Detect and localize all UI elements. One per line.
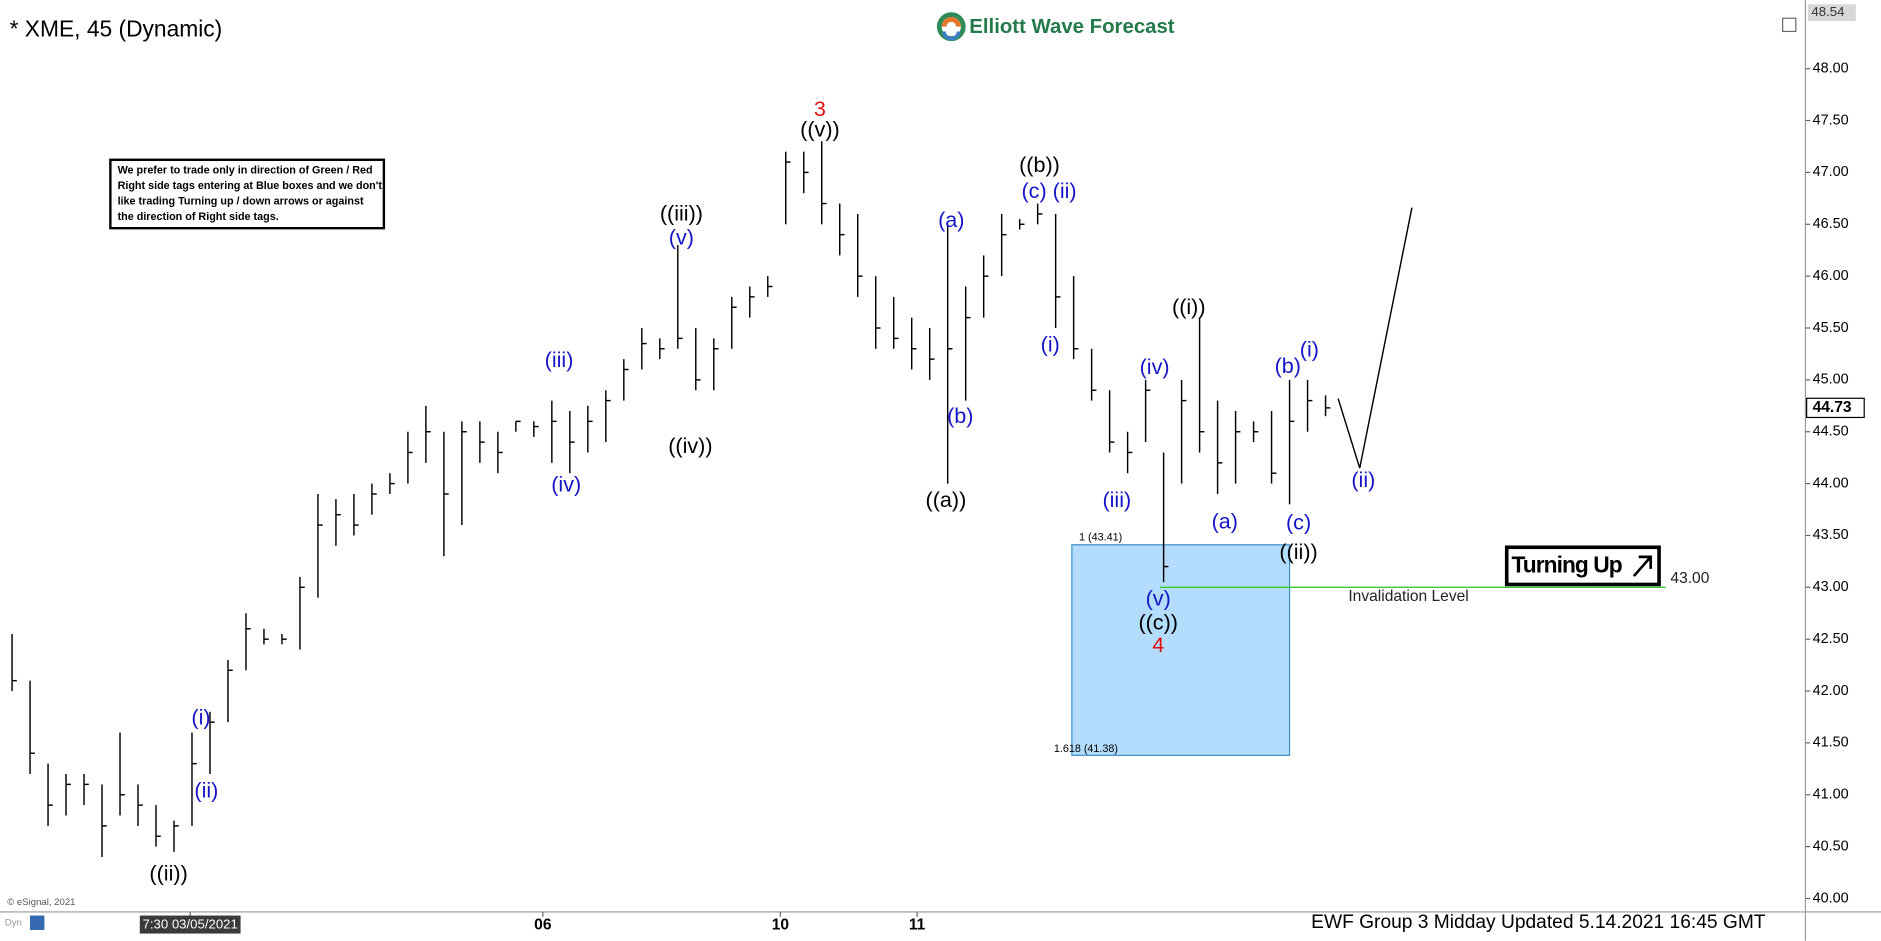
- note-line: Right side tags entering at Blue boxes a…: [118, 180, 383, 192]
- wave-label: ((ii)): [149, 860, 187, 885]
- wave-label: ((c)): [1138, 609, 1178, 634]
- settings-icon[interactable]: [1782, 17, 1797, 33]
- wave-label: 4: [1152, 632, 1164, 657]
- wave-label: (i): [191, 705, 210, 730]
- wave-label: ((iii)): [660, 201, 703, 226]
- y-tick-label: 41.00: [1813, 787, 1849, 803]
- mode-icon[interactable]: [29, 915, 45, 930]
- wave-label: ((iv)): [668, 433, 712, 458]
- projection-path: [1337, 207, 1413, 469]
- box-top-label: 1 (43.41): [1079, 531, 1122, 543]
- y-tick-label: 42.50: [1813, 631, 1849, 647]
- box-bottom-label: 1.618 (41.38): [1054, 743, 1118, 755]
- wave-label: (ii): [1351, 467, 1375, 492]
- wave-label: (ii): [1053, 178, 1077, 203]
- wave-label: (v): [669, 225, 694, 250]
- wave-label: (a): [1212, 509, 1238, 534]
- x-tick-label: 10: [772, 916, 790, 933]
- mode-label: Dyn: [5, 917, 22, 928]
- y-tick-label: 48.00: [1813, 61, 1849, 77]
- wave-label: (a): [938, 207, 964, 232]
- note-line: We prefer to trade only in direction of …: [118, 164, 373, 176]
- wave-label: (b): [947, 403, 973, 428]
- wave-label: (i): [1300, 337, 1319, 362]
- turning-text: Turning Up: [1512, 551, 1622, 577]
- wave-label: (b): [1275, 353, 1301, 378]
- y-tick-label: 40.00: [1813, 890, 1849, 906]
- target-box: [1071, 544, 1291, 756]
- note-box: We prefer to trade only in direction of …: [109, 158, 386, 230]
- y-tick-label: 45.00: [1813, 372, 1849, 388]
- wave-label: (i): [1041, 331, 1060, 356]
- footer-update: EWF Group 3 Midday Updated 5.14.2021 16:…: [1311, 912, 1766, 933]
- y-tick-label: 41.50: [1813, 735, 1849, 751]
- top-price-label: 48.54: [1811, 4, 1844, 19]
- x-tick-label: 11: [909, 916, 926, 933]
- invalidation-value: 43.00: [1670, 570, 1709, 587]
- wave-label: (v): [1146, 585, 1171, 610]
- y-tick-label: 47.50: [1813, 112, 1849, 128]
- y-tick-label: 46.50: [1813, 216, 1849, 232]
- wave-label: ((b)): [1019, 152, 1060, 177]
- logo: Elliott Wave Forecast: [936, 12, 1175, 42]
- y-tick-label: 42.00: [1813, 683, 1849, 699]
- note-line: like trading Turning up / down arrows or…: [118, 196, 364, 208]
- wave-label: ((ii)): [1279, 539, 1317, 564]
- y-tick-label: 47.00: [1813, 164, 1849, 180]
- wave-label: (iv): [1140, 354, 1170, 379]
- y-tick-label: 46.00: [1813, 268, 1849, 284]
- wave-label: (c): [1286, 510, 1311, 535]
- wave-label: ((i)): [1172, 294, 1206, 319]
- turning-arrow: [1632, 555, 1652, 577]
- wave-label: (iii): [545, 347, 574, 372]
- invalidation-text: Invalidation Level: [1348, 588, 1468, 605]
- y-tick-label: 44.00: [1813, 475, 1849, 491]
- y-tick-label: 43.50: [1813, 527, 1849, 543]
- wave-label: (c): [1021, 178, 1046, 203]
- logo-text: Elliott Wave Forecast: [969, 16, 1175, 38]
- x-tick-label: 06: [534, 916, 552, 933]
- y-tick-label: 44.50: [1813, 424, 1849, 440]
- turning-frame: [1504, 545, 1661, 587]
- wave-label: (iii): [1102, 487, 1131, 512]
- wave-label: 3: [814, 96, 826, 121]
- wave-label: ((a)): [926, 487, 967, 512]
- logo-arc: [942, 31, 961, 41]
- chart-title: * XME, 45 (Dynamic): [10, 15, 223, 41]
- x-tick-label: 7:30 03/05/2021: [143, 917, 238, 932]
- top-price-bg: [1807, 4, 1856, 22]
- logo-arc: [941, 17, 961, 27]
- last-price-bg: [1806, 397, 1865, 419]
- wave-label: ((v)): [800, 117, 840, 142]
- wave-label: (iv): [551, 471, 581, 496]
- y-tick-label: 40.50: [1813, 838, 1849, 854]
- note-frame: [109, 158, 386, 230]
- copyright: © eSignal, 2021: [7, 897, 75, 908]
- x-tick-label-bg: [139, 915, 241, 934]
- y-tick-label: 43.00: [1813, 579, 1849, 595]
- last-price-label: 44.73: [1813, 399, 1852, 416]
- y-tick-label: 45.50: [1813, 320, 1849, 336]
- turning-badge: Turning Up: [1504, 545, 1661, 587]
- wave-label: (ii): [194, 777, 218, 802]
- note-line: the direction of Right side tags.: [118, 211, 279, 223]
